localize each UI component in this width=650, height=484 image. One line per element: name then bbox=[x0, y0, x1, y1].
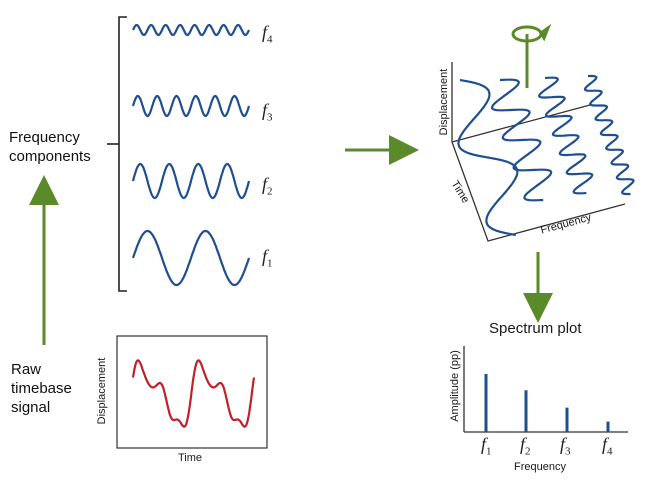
raw-signal-plot-frame bbox=[116, 335, 268, 449]
rotate-icon bbox=[511, 23, 552, 88]
component-label-f4: f4 bbox=[262, 22, 273, 46]
plot3d-zlabel: Displacement bbox=[438, 68, 450, 136]
label-line-1: Frequency bbox=[9, 129, 80, 146]
spectrum-axes bbox=[463, 346, 628, 433]
spectrum-bar-f3 bbox=[565, 407, 569, 432]
spectrum-bar-f2 bbox=[524, 390, 528, 432]
spectrum-tick-f2: f2 bbox=[520, 434, 531, 458]
raw-signal-trace bbox=[131, 359, 256, 428]
component-wave-f2 bbox=[131, 162, 251, 200]
spectrum-bars bbox=[484, 374, 610, 432]
plot3d-wave-f4 bbox=[583, 74, 635, 196]
spectrum-ylabel: Amplitude (pp) bbox=[449, 350, 461, 422]
plot3d-wave-f3 bbox=[537, 76, 594, 195]
component-label-f2: f2 bbox=[262, 174, 273, 198]
plot3d-waves bbox=[457, 74, 635, 237]
label-line-2: timebase bbox=[11, 380, 72, 397]
frequency-components-label: Frequency components bbox=[9, 128, 91, 166]
raw-plot-ylabel: Displacement bbox=[96, 357, 108, 425]
components-bracket bbox=[107, 16, 127, 292]
spectrum-bar-f1 bbox=[484, 374, 488, 432]
spectrum-bar-f4 bbox=[606, 421, 610, 432]
component-wave-f1 bbox=[131, 229, 251, 287]
raw-plot-xlabel: Time bbox=[178, 452, 203, 464]
label-line-1: Raw bbox=[11, 361, 42, 378]
component-wave-f4 bbox=[132, 23, 250, 37]
spectrum-title: Spectrum plot bbox=[489, 320, 582, 337]
plot3d-wave-f2 bbox=[490, 78, 553, 202]
frequency-component-waves bbox=[131, 23, 251, 287]
component-label-f3: f3 bbox=[262, 100, 273, 124]
spectrum-tick-f4: f4 bbox=[602, 434, 613, 458]
label-line-3: signal bbox=[11, 399, 51, 416]
plot3d-axes bbox=[451, 62, 626, 242]
label-line-2: components bbox=[9, 148, 91, 165]
spectrum-tick-f1: f1 bbox=[481, 434, 492, 458]
spectrum-xlabel: Frequency bbox=[514, 461, 566, 473]
component-label-f1: f1 bbox=[262, 246, 273, 270]
spectrum-tick-f3: f3 bbox=[560, 434, 571, 458]
raw-signal-label: Raw timebase signal bbox=[11, 360, 72, 417]
plot3d-wave-f1 bbox=[457, 78, 519, 237]
component-wave-f3 bbox=[131, 94, 251, 118]
